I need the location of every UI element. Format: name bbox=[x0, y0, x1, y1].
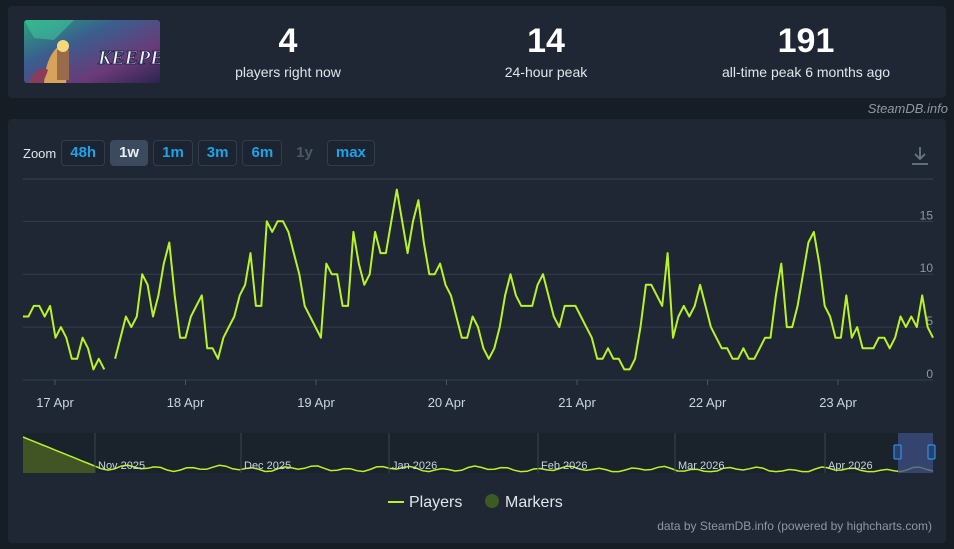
players-series-line[interactable] bbox=[23, 188, 934, 371]
download-icon[interactable] bbox=[910, 145, 930, 167]
x-tick-label: 17 Apr bbox=[36, 395, 74, 410]
navigator-right-handle[interactable] bbox=[927, 444, 936, 460]
navigator-x-label: Apr 2026 bbox=[828, 460, 873, 472]
x-tick-label: 22 Apr bbox=[689, 395, 727, 410]
zoom-6m-button[interactable]: 6m bbox=[242, 140, 283, 166]
game-header-image[interactable]: KEEPER bbox=[24, 20, 160, 83]
zoom-3m-button[interactable]: 3m bbox=[197, 140, 238, 166]
navigator-area bbox=[23, 437, 95, 473]
navigator-x-label: Dec 2025 bbox=[244, 460, 291, 472]
zoom-bar: Zoom 48h 1w 1m 3m 6m 1y max bbox=[23, 138, 380, 168]
x-tick-label: 19 Apr bbox=[297, 395, 335, 410]
chart-card: Zoom 48h 1w 1m 3m 6m 1y max 0 5 10 15 17 Ap… bbox=[8, 119, 946, 543]
alltime-peak-label[interactable]: all-time peak 6 months ago bbox=[721, 64, 891, 80]
current-players-label: players right now bbox=[235, 64, 341, 80]
x-tick-label: 23 Apr bbox=[819, 395, 857, 410]
zoom-1w-button[interactable]: 1w bbox=[110, 140, 149, 166]
navigator-x-label: Nov 2025 bbox=[98, 460, 145, 472]
zoom-label: Zoom bbox=[23, 145, 57, 161]
footer-credit[interactable]: data by SteamDB.info (powered by highcha… bbox=[657, 519, 932, 533]
stats-card: KEEPER 4 players right now 14 24-hour pe… bbox=[8, 6, 946, 98]
legend-players[interactable]: Players bbox=[388, 494, 462, 511]
navigator[interactable]: Nov 2025 Dec 2025 Jan 2026 Feb 2026 Mar 2026… bbox=[22, 433, 936, 473]
zoom-1y-button: 1y bbox=[296, 144, 313, 161]
zoom-max-button[interactable]: max bbox=[326, 140, 375, 166]
player-count-chart[interactable]: 0 5 10 15 17 Apr 18 Apr 19 Apr 20 Apr 21 Apr 22 … bbox=[8, 119, 946, 543]
current-players-stat: 4 players right now bbox=[208, 22, 368, 81]
y-gridlines bbox=[23, 178, 933, 381]
legend-markers[interactable]: Markers bbox=[485, 494, 563, 511]
y-tick-label: 15 bbox=[920, 208, 934, 222]
peak-24h-label: 24-hour peak bbox=[504, 64, 588, 80]
y-axis-ticks: 0 5 10 15 bbox=[920, 208, 934, 381]
steamdb-attribution[interactable]: SteamDB.info bbox=[867, 101, 948, 116]
navigator-x-label: Mar 2026 bbox=[678, 460, 724, 472]
legend: Players Markers bbox=[388, 494, 563, 511]
navigator-x-label: Jan 2026 bbox=[392, 460, 437, 472]
legend-markers-swatch bbox=[485, 494, 499, 508]
x-axis-ticks: 17 Apr 18 Apr 19 Apr 20 Apr 21 Apr 22 Apr 23 A… bbox=[36, 380, 857, 410]
legend-players-label: Players bbox=[409, 494, 462, 511]
x-tick-label: 21 Apr bbox=[558, 395, 596, 410]
x-tick-label: 18 Apr bbox=[167, 395, 205, 410]
alltime-peak-stat: 191 all-time peak 6 months ago bbox=[696, 22, 916, 81]
navigator-x-label: Feb 2026 bbox=[541, 460, 587, 472]
navigator-line bbox=[22, 436, 934, 473]
alltime-peak-value: 191 bbox=[777, 22, 835, 60]
legend-markers-label: Markers bbox=[505, 494, 563, 511]
peak-24h-value: 14 bbox=[527, 22, 565, 60]
zoom-48h-button[interactable]: 48h bbox=[61, 140, 106, 166]
y-tick-label: 5 bbox=[926, 314, 933, 328]
current-players-value: 4 bbox=[278, 22, 298, 60]
navigator-x-ticks: Nov 2025 Dec 2025 Jan 2026 Feb 2026 Mar 2026… bbox=[94, 433, 873, 473]
navigator-selection[interactable] bbox=[898, 433, 933, 473]
zoom-1m-button[interactable]: 1m bbox=[153, 140, 193, 166]
y-tick-label: 0 bbox=[926, 367, 933, 381]
navigator-left-handle[interactable] bbox=[893, 444, 902, 460]
y-tick-label: 10 bbox=[920, 261, 934, 275]
x-tick-label: 20 Apr bbox=[428, 395, 466, 410]
peak-24h-stat: 14 24-hour peak bbox=[466, 22, 626, 81]
game-title-text: KEEPER bbox=[97, 47, 160, 69]
